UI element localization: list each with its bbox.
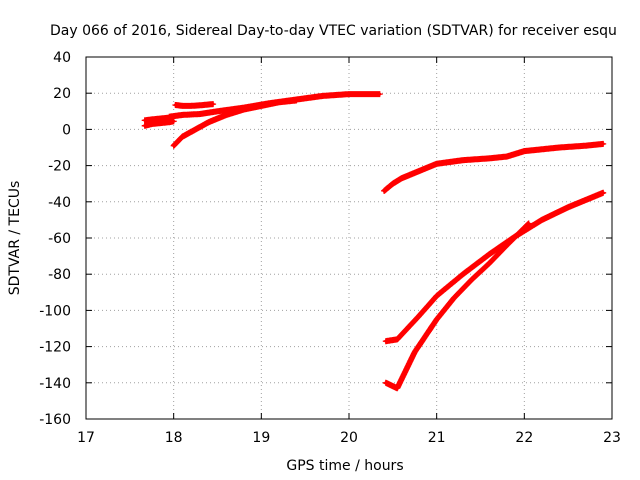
data-point — [216, 109, 219, 113]
data-point — [277, 100, 281, 104]
y-tick-label: -40 — [48, 195, 71, 211]
data-point — [487, 252, 491, 256]
data-point — [143, 124, 147, 128]
grid-lines — [86, 57, 612, 419]
data-point — [391, 182, 395, 186]
data-point — [180, 104, 184, 108]
data-point — [172, 119, 176, 123]
data-point — [224, 113, 228, 117]
data-point — [347, 92, 351, 96]
series-markers — [381, 140, 607, 194]
data-point — [150, 122, 154, 126]
y-tick-label: -120 — [39, 340, 71, 356]
y-tick-label: 40 — [53, 50, 71, 66]
data-point — [566, 205, 570, 209]
data-point — [413, 350, 417, 354]
y-tick-label: -140 — [39, 376, 71, 392]
x-tick-label: 22 — [515, 430, 533, 446]
x-tick-label: 23 — [603, 430, 621, 446]
data-point — [487, 156, 491, 160]
series-arc-7 — [382, 220, 532, 392]
data-point — [540, 218, 544, 222]
data-point — [435, 294, 439, 298]
data-point — [198, 103, 202, 107]
x-tick-label: 19 — [252, 430, 270, 446]
data-point — [395, 386, 399, 390]
data-point — [294, 98, 298, 102]
data-point — [487, 261, 491, 265]
data-point — [461, 158, 465, 162]
y-tick-label: -160 — [39, 412, 71, 428]
data-point — [452, 296, 456, 300]
data-point — [395, 337, 399, 341]
data-point — [384, 339, 388, 343]
y-tick-labels: -160 -140 -120 -100 -80 -60 -40 -20 0 20 40 — [39, 50, 71, 428]
data-point — [461, 272, 465, 276]
y-tick-label: -80 — [48, 267, 71, 283]
data-point — [321, 94, 325, 98]
y-axis-label: SDTVAR / TECUs — [7, 181, 23, 296]
data-point — [384, 381, 388, 385]
data-point — [417, 169, 421, 173]
data-point — [189, 104, 193, 108]
x-axis-label: GPS time / hours — [286, 458, 403, 474]
series-arc-6 — [382, 189, 607, 345]
series-arc-2 — [172, 101, 217, 109]
data-point — [584, 144, 588, 148]
data-series — [141, 91, 607, 392]
data-point — [211, 102, 215, 106]
chart-title: Day 066 of 2016, Sidereal Day-to-day VTE… — [50, 23, 617, 39]
x-tick-label: 18 — [165, 430, 183, 446]
data-point — [150, 117, 154, 121]
data-point — [180, 113, 184, 117]
data-point — [557, 146, 561, 149]
data-point — [522, 149, 526, 153]
data-point — [378, 92, 382, 96]
data-point — [505, 243, 509, 247]
series-markers — [382, 220, 532, 392]
series-arc-4 — [170, 97, 300, 149]
series-markers — [382, 189, 607, 345]
data-point — [259, 104, 263, 108]
data-point — [207, 120, 211, 124]
data-point — [167, 120, 171, 124]
data-point — [470, 278, 474, 282]
series-markers — [172, 101, 217, 109]
data-point — [382, 189, 386, 193]
data-point — [601, 142, 605, 146]
data-point — [435, 162, 439, 166]
data-point — [417, 314, 421, 318]
data-point — [172, 144, 176, 148]
data-point — [198, 112, 202, 116]
data-point — [159, 121, 163, 125]
y-tick-label: -100 — [39, 303, 71, 319]
data-point — [505, 155, 509, 159]
x-tick-labels: 17 18 19 20 21 22 23 — [77, 430, 621, 446]
data-point — [242, 107, 246, 111]
y-tick-label: -60 — [48, 231, 71, 247]
x-tick-label: 21 — [428, 430, 446, 446]
x-tick-label: 20 — [340, 430, 358, 446]
y-tick-label: 0 — [62, 122, 71, 138]
x-tick-label: 17 — [77, 430, 95, 446]
data-point — [180, 135, 184, 139]
y-tick-label: 20 — [53, 86, 71, 102]
data-point — [527, 222, 531, 226]
data-point — [143, 118, 147, 122]
y-tick-label: -20 — [48, 159, 71, 175]
data-point — [601, 191, 605, 195]
data-point — [435, 317, 439, 321]
plot-frame — [85, 56, 613, 420]
series-arc-5 — [381, 140, 607, 194]
data-point — [194, 127, 198, 131]
data-point — [173, 103, 177, 107]
series-arc-1b — [141, 118, 177, 129]
data-point — [167, 115, 171, 119]
data-point — [159, 117, 163, 121]
data-point — [400, 176, 404, 180]
